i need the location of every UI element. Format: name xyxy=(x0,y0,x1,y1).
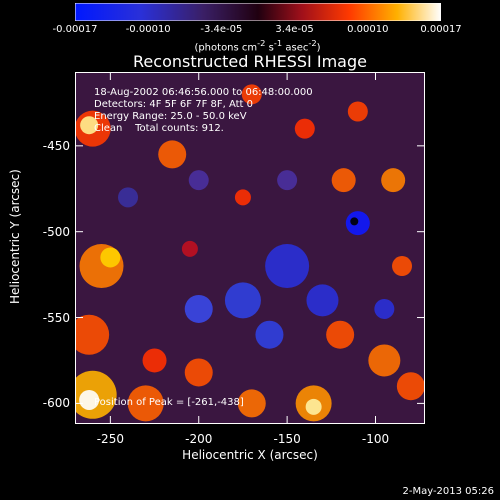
heatmap-blob xyxy=(392,256,413,277)
info-line: Clean Total counts: 912. xyxy=(94,123,224,134)
peak-position-label: Position of Peak = [-261,-438] xyxy=(94,397,244,408)
heatmap-blob xyxy=(80,116,99,135)
heatmap-blob xyxy=(181,240,198,257)
plot-frame xyxy=(75,72,425,424)
heatmap-blob xyxy=(188,170,209,191)
heatmap-blob xyxy=(374,298,395,319)
heatmap-blob xyxy=(241,84,262,105)
colorbar-tick: 0.00010 xyxy=(347,24,389,35)
heatmap-blob xyxy=(255,320,284,349)
heatmap-blob xyxy=(158,140,187,169)
x-tick-label: -200 xyxy=(185,432,213,446)
heatmap-blob xyxy=(234,189,251,206)
colorbar-tick: 3.4e-05 xyxy=(275,24,314,35)
heatmap-blob xyxy=(75,314,110,355)
heatmap-blob xyxy=(184,294,213,323)
heatmap-plot xyxy=(75,72,425,424)
info-line: 18-Aug-2002 06:46:56.000 to 06:48:00.000 xyxy=(94,87,313,98)
heatmap-blob xyxy=(277,170,298,191)
heatmap-blob xyxy=(224,282,261,319)
heatmap-blob xyxy=(381,168,406,193)
colorbar-tick: 0.00017 xyxy=(420,24,462,35)
heatmap-blob xyxy=(100,247,121,268)
heatmap-blob xyxy=(347,101,368,122)
footer-date: 2-May-2013 05:26 xyxy=(402,486,494,497)
heatmap-blob xyxy=(331,168,356,193)
colorbar xyxy=(75,3,441,21)
heatmap-blob xyxy=(306,284,339,317)
y-tick-label: -450 xyxy=(42,138,70,153)
heatmap-blob xyxy=(396,372,425,401)
heatmap-blob xyxy=(294,118,315,139)
heatmap-blob xyxy=(237,389,266,418)
heatmap-blob xyxy=(79,389,100,410)
heatmap-blob xyxy=(184,358,213,387)
heatmap-blob xyxy=(368,344,401,377)
x-tick-label: -150 xyxy=(273,432,301,446)
heatmap-blob xyxy=(118,187,139,208)
heatmap-background xyxy=(75,72,425,424)
y-tick-label: -550 xyxy=(42,310,70,325)
x-tick-label: -250 xyxy=(96,432,124,446)
x-axis-label: Heliocentric X (arcsec) xyxy=(182,448,318,462)
heatmap-blob xyxy=(350,217,359,226)
heatmap-blob xyxy=(326,320,355,349)
chart-title: Reconstructed RHESSI Image xyxy=(133,52,367,71)
colorbar-tick: -0.00010 xyxy=(125,24,171,35)
y-axis-label: Heliocentric Y (arcsec) xyxy=(8,169,22,304)
info-line: Detectors: 4F 5F 6F 7F 8F, Att 0 xyxy=(94,99,254,110)
y-tick-label: -500 xyxy=(42,224,70,239)
colorbar-tick: -3.4e-05 xyxy=(200,24,243,35)
heatmap-blob xyxy=(305,398,322,415)
colorbar-units: (photons cm-2 s-1 asec-2) xyxy=(194,38,321,54)
heatmap-blob xyxy=(265,244,310,289)
heatmap-blob xyxy=(127,385,164,422)
x-tick-label: -100 xyxy=(361,432,390,446)
info-line: Energy Range: 25.0 - 50.0 keV xyxy=(94,111,247,122)
y-tick-label: -600 xyxy=(42,396,70,411)
colorbar-tick: -0.00017 xyxy=(52,24,98,35)
heatmap-blob xyxy=(142,348,167,373)
